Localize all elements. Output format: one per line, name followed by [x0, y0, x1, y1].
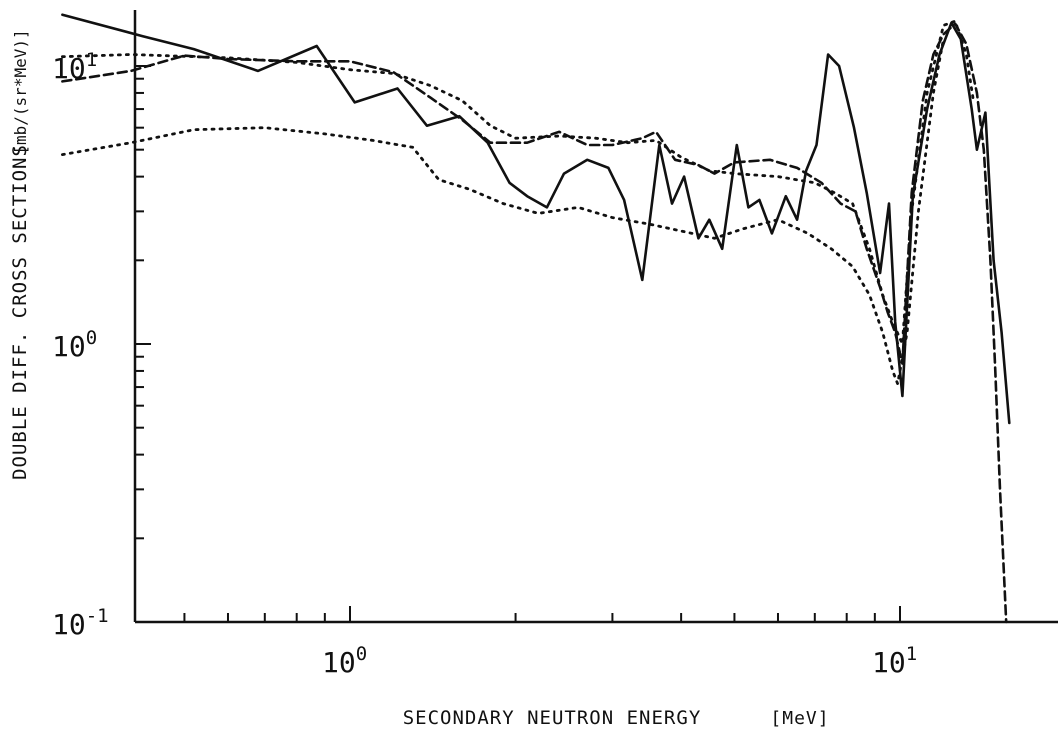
series-line-solid-1 — [61, 13, 1011, 425]
series-line-dashed-2 — [61, 22, 1008, 624]
y-tick-label: 10-1 — [52, 605, 109, 641]
series-line-dotted-3 — [61, 19, 975, 346]
tick-marks — [135, 65, 901, 623]
y-tick-label: 100 — [52, 327, 97, 363]
x-axis-label: SECONDARY NEUTRON ENERGY — [403, 707, 702, 729]
x-axis-unit: [MeV] — [770, 708, 829, 729]
x-tick-label: 101 — [872, 643, 917, 679]
x-tick-label: 100 — [322, 643, 367, 679]
y-tick-label: 101 — [52, 49, 97, 85]
y-axis-unit: [mb/(sr*MeV)] — [11, 29, 30, 154]
tick-labels: 10-1 100 101 100 101 — [52, 49, 917, 679]
series-lines — [61, 13, 1011, 624]
axes — [133, 10, 1058, 624]
series-line-dotted-4 — [61, 37, 945, 386]
y-axis-label: DOUBLE DIFF. CROSS SECTIONS — [9, 144, 31, 480]
